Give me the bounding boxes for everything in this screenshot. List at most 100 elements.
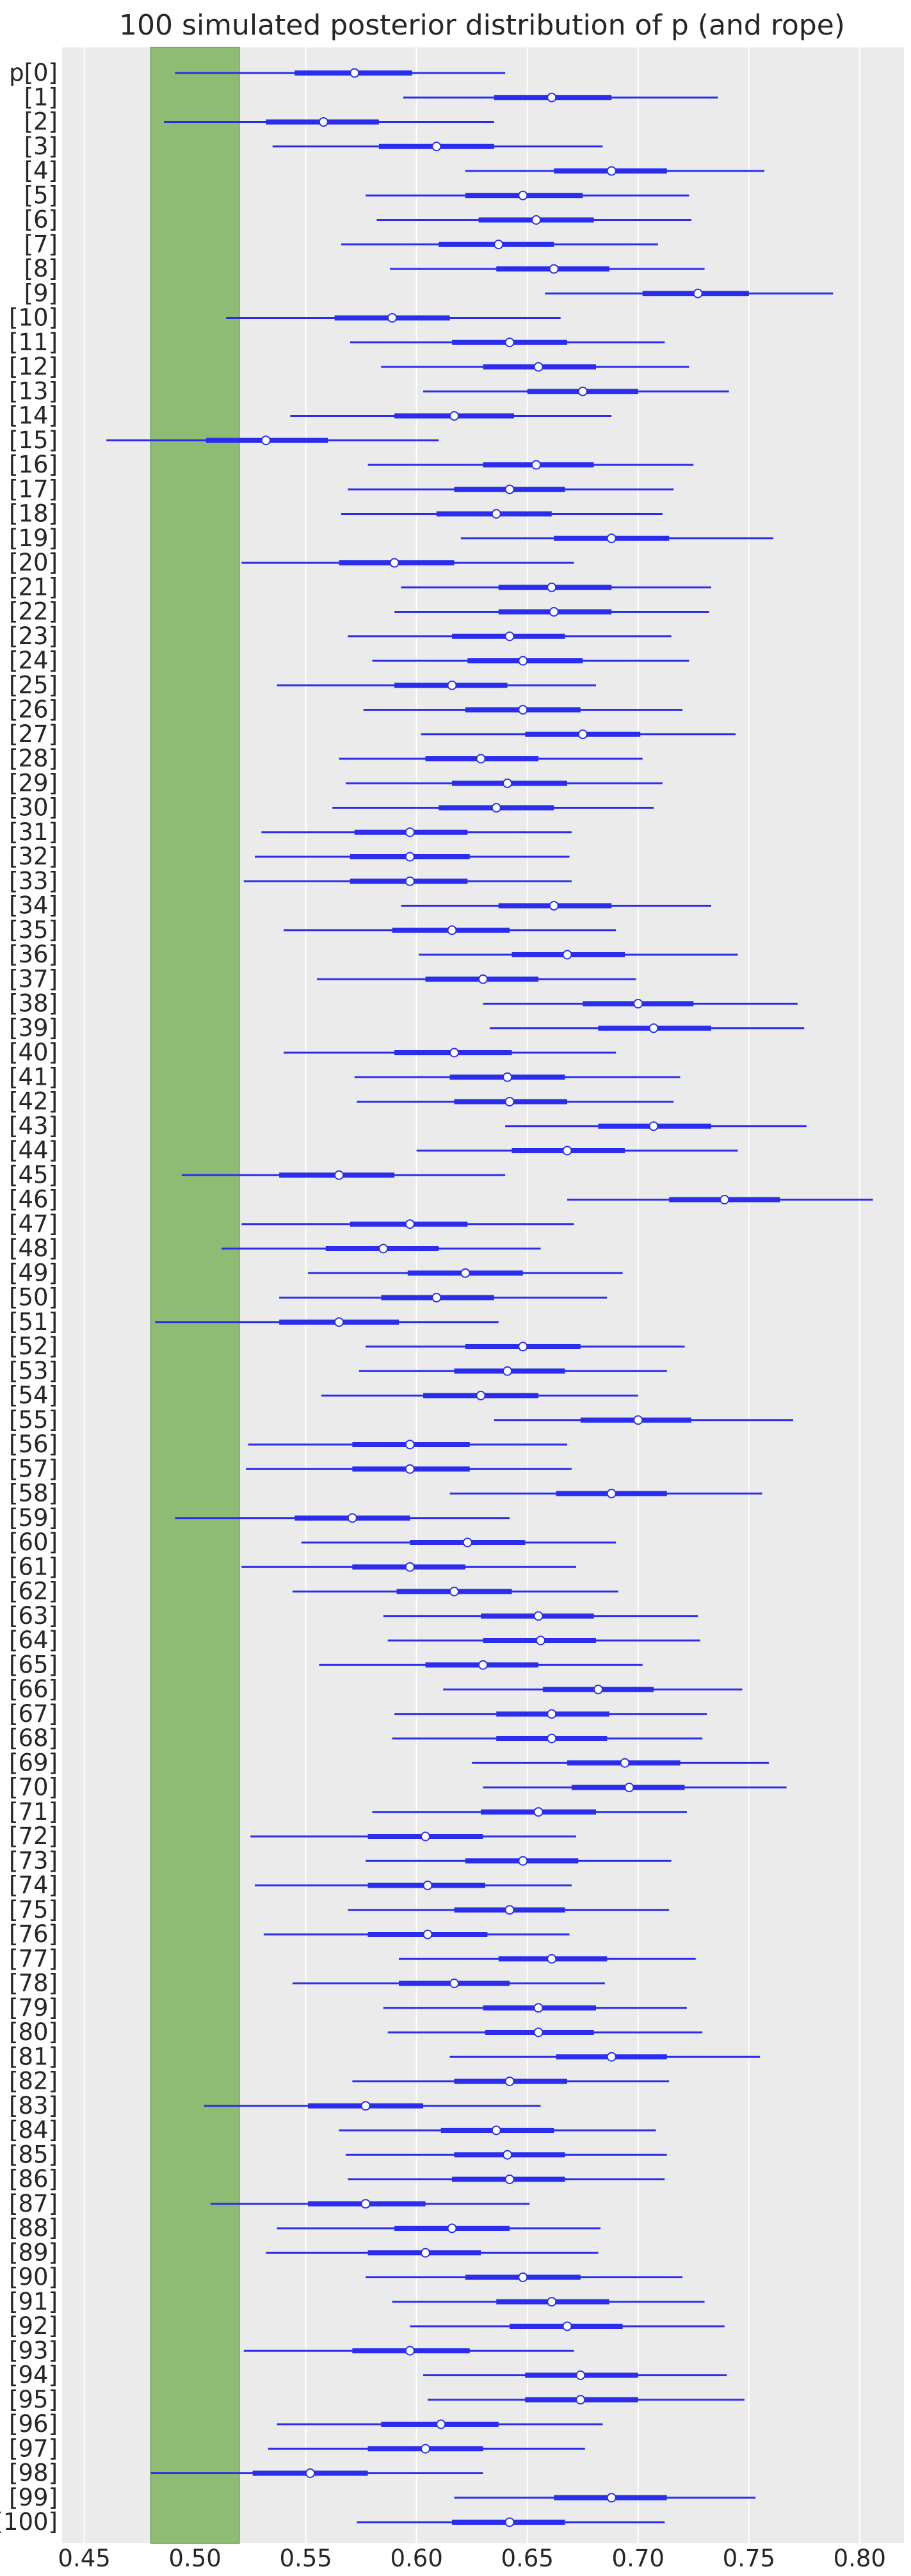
y-tick-label: [91] — [9, 2288, 58, 2315]
interval-row — [367, 460, 694, 470]
median-point — [504, 2517, 515, 2527]
interval-row — [372, 656, 689, 666]
median-point — [549, 607, 559, 617]
y-tick-label: [27] — [9, 720, 58, 748]
median-point — [494, 239, 504, 250]
interval-row — [292, 1979, 605, 1988]
median-point — [431, 1293, 442, 1302]
interval-row — [401, 582, 711, 592]
interval-row — [243, 876, 572, 886]
interval-row — [241, 1219, 574, 1229]
median-point — [547, 1709, 557, 1719]
y-tick-label: [98] — [9, 2459, 58, 2487]
median-point — [547, 582, 557, 592]
y-tick-label: [36] — [9, 941, 58, 968]
y-tick-label: [34] — [9, 892, 58, 919]
median-point — [547, 92, 557, 102]
interval-row — [339, 2125, 656, 2135]
median-point — [405, 876, 415, 886]
y-tick-label: [81] — [9, 2043, 58, 2070]
median-point — [518, 705, 528, 715]
y-tick-labels: p[0][1][2][3][4][5][6][7][8][9][10][11][… — [0, 59, 58, 2536]
interval-row — [341, 239, 658, 250]
y-tick-label: [10] — [9, 304, 58, 332]
y-tick-label: [56] — [9, 1430, 58, 1458]
interval-row — [284, 925, 617, 936]
interval-row — [246, 1464, 572, 1474]
median-point — [491, 2125, 501, 2135]
y-tick-label: [64] — [9, 1626, 58, 1654]
interval-row — [357, 1097, 674, 1106]
interval-row — [226, 313, 561, 323]
y-tick-label: [9] — [24, 279, 58, 307]
median-point — [562, 950, 572, 960]
median-point — [431, 142, 442, 152]
interval-row — [150, 2468, 483, 2478]
y-tick-label: [51] — [9, 1308, 58, 1336]
median-point — [624, 1783, 634, 1792]
interval-row — [410, 2321, 725, 2331]
median-point — [562, 2321, 572, 2331]
median-point — [387, 313, 398, 323]
x-tick-label: 0.75 — [723, 2545, 775, 2572]
interval-row — [263, 1929, 570, 1940]
y-tick-label: [26] — [9, 696, 58, 724]
median-point — [504, 337, 515, 348]
interval-row — [376, 215, 691, 225]
interval-row — [357, 2517, 665, 2527]
y-tick-label: [39] — [9, 1014, 58, 1042]
interval-row — [416, 1146, 738, 1156]
y-tick-label: [62] — [9, 1578, 58, 1605]
interval-row — [366, 1341, 685, 1352]
x-tick-label: 0.80 — [834, 2545, 886, 2572]
x-tick-label: 0.45 — [58, 2545, 110, 2572]
y-tick-label: [70] — [9, 1774, 58, 1801]
interval-row — [261, 827, 572, 838]
x-tick-labels: 0.45 0.50 0.55 0.60 0.65 0.70 0.75 0.80 — [58, 2545, 886, 2572]
median-point — [405, 1219, 415, 1229]
interval-row — [483, 999, 798, 1009]
interval-row — [465, 166, 764, 176]
interval-row — [266, 2248, 599, 2258]
interval-row — [443, 1685, 743, 1694]
y-tick-label: [19] — [9, 524, 58, 552]
x-tick-label: 0.65 — [501, 2545, 554, 2572]
interval-row — [277, 2419, 603, 2429]
interval-row — [175, 68, 506, 78]
interval-row — [348, 484, 674, 494]
interval-rows — [106, 68, 873, 2527]
interval-row — [348, 2175, 665, 2184]
y-tick-label: [11] — [9, 328, 58, 356]
y-tick-label: [94] — [9, 2361, 58, 2389]
median-point — [549, 901, 559, 911]
interval-row — [383, 2003, 687, 2013]
median-point — [476, 1391, 486, 1400]
median-point — [620, 1758, 630, 1768]
y-tick-label: [23] — [9, 622, 58, 650]
median-point — [476, 754, 486, 764]
interval-row — [248, 1439, 567, 1450]
median-point — [423, 1881, 433, 1890]
median-point — [478, 974, 488, 984]
y-tick-label: [45] — [9, 1161, 58, 1188]
y-tick-label: [52] — [9, 1333, 58, 1360]
median-point — [405, 1439, 415, 1450]
interval-row — [210, 2199, 530, 2209]
y-tick-label: [100] — [0, 2508, 58, 2536]
interval-row — [241, 558, 574, 568]
median-point — [693, 288, 703, 298]
interval-row — [494, 1415, 793, 1425]
y-tick-label: [12] — [9, 353, 58, 380]
median-point — [518, 190, 528, 200]
median-point — [504, 2175, 515, 2184]
median-point — [649, 1121, 659, 1131]
median-point — [533, 1807, 544, 1817]
y-tick-label: [14] — [9, 402, 58, 430]
interval-row — [399, 1954, 696, 1964]
interval-row — [472, 1758, 769, 1768]
interval-row — [359, 1366, 667, 1376]
y-tick-label: [59] — [9, 1504, 58, 1532]
median-point — [261, 435, 271, 446]
y-tick-label: [22] — [9, 598, 58, 626]
y-tick-label: [47] — [9, 1210, 58, 1238]
